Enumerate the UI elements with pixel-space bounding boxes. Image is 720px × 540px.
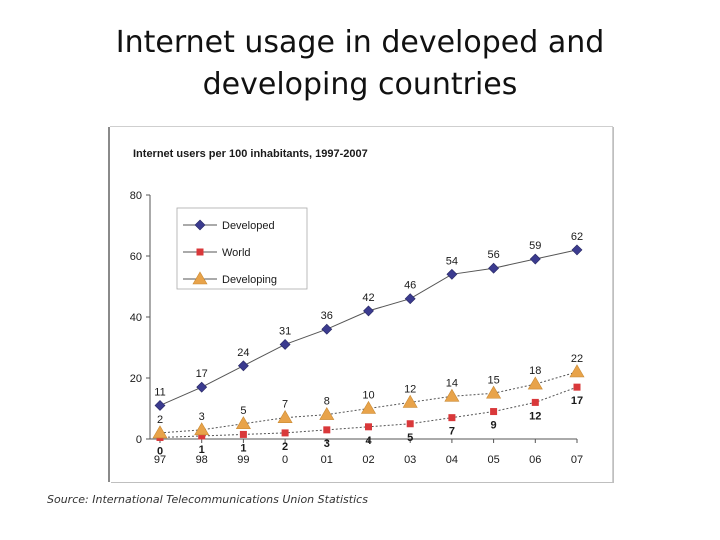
chart-title: Internet users per 100 inhabitants, 1997… [133, 148, 368, 160]
x-tick-label: 03 [404, 454, 416, 466]
data-label-developing: 8 [324, 396, 330, 408]
data-label-developed: 46 [404, 280, 416, 292]
data-label-developed: 11 [154, 386, 165, 398]
data-label-developing: 3 [199, 411, 205, 423]
x-tick-label: 07 [571, 454, 583, 466]
legend-marker [196, 248, 204, 256]
data-point-developed [571, 244, 583, 256]
data-label-developed: 31 [279, 325, 291, 337]
data-point-world [365, 423, 372, 431]
data-point-developing [235, 416, 251, 430]
data-label-developing: 5 [240, 405, 246, 417]
data-label-world: 0 [157, 445, 163, 457]
data-point-world [573, 383, 581, 391]
data-point-developing [527, 376, 543, 390]
x-tick-label: 98 [196, 454, 208, 466]
x-tick-label: 02 [362, 454, 374, 466]
x-tick-label: 99 [237, 454, 249, 466]
data-point-world [198, 432, 206, 440]
data-label-developing: 14 [446, 377, 458, 389]
data-point-developed [404, 293, 416, 305]
data-point-developed [196, 381, 208, 393]
y-tick-label: 80 [130, 190, 142, 202]
data-label-developing: 22 [571, 353, 583, 365]
data-label-developing: 12 [404, 383, 416, 395]
data-label-developed: 59 [529, 240, 541, 252]
data-point-developing [360, 400, 377, 414]
data-point-developing [444, 388, 460, 402]
data-label-developed: 62 [571, 231, 583, 243]
data-point-developed [237, 360, 249, 372]
legend-label: Developing [222, 274, 277, 286]
data-label-developed: 17 [196, 368, 208, 380]
data-point-developing [569, 364, 585, 378]
legend-marker [194, 219, 206, 231]
data-point-developed [446, 268, 458, 280]
data-point-developing [486, 385, 502, 399]
data-point-developing [277, 410, 293, 423]
data-point-developing [194, 422, 210, 436]
x-tick-label: 97 [154, 454, 166, 466]
x-tick-label: 06 [529, 454, 541, 466]
x-tick-label: 0 [282, 454, 288, 466]
data-point-world [239, 430, 247, 438]
data-label-developing: 7 [282, 399, 288, 411]
data-point-world [323, 426, 331, 434]
data-point-developed [488, 262, 500, 274]
data-point-developed [154, 400, 166, 411]
data-point-world [490, 408, 498, 416]
source-note: Source: International Telecommunications… [47, 493, 368, 506]
data-label-developing: 18 [529, 365, 541, 377]
slide-title: Internet usage in developed and developi… [0, 22, 720, 106]
data-label-developed: 42 [362, 292, 374, 304]
line-chart: Internet users per 100 inhabitants, 1997… [130, 148, 585, 466]
x-tick-label: 04 [446, 454, 458, 466]
data-label-developed: 36 [321, 310, 333, 322]
slide-title-line-1: Internet usage in developed and [115, 25, 605, 60]
legend-label: World [222, 247, 251, 259]
chart-frame: Internet users per 100 inhabitants, 1997… [108, 126, 613, 482]
series-line-developing [159, 371, 578, 434]
data-label-world: 1 [199, 444, 205, 456]
data-point-world [281, 429, 289, 437]
x-tick-label: 05 [487, 454, 499, 466]
data-point-world [406, 420, 414, 428]
y-tick-label: 40 [130, 312, 142, 324]
data-label-developing: 10 [362, 390, 374, 402]
legend-marker [192, 271, 208, 285]
data-point-developing [402, 394, 418, 408]
y-tick-label: 20 [130, 373, 142, 385]
data-label-developing: 15 [487, 374, 499, 386]
data-label-world: 3 [324, 438, 330, 450]
data-label-world: 2 [282, 441, 288, 453]
data-label-world: 1 [240, 442, 246, 454]
slide-title-line-2: developing countries [202, 67, 518, 102]
data-point-world [531, 398, 539, 406]
y-tick-label: 60 [130, 251, 142, 263]
data-point-developed [363, 305, 374, 317]
data-label-world: 9 [491, 420, 497, 432]
data-label-world: 5 [407, 432, 413, 444]
data-label-developed: 54 [446, 255, 458, 267]
data-label-developing: 2 [157, 414, 163, 426]
data-point-world [448, 414, 456, 422]
x-tick-label: 01 [321, 454, 333, 466]
data-label-developed: 56 [487, 249, 499, 261]
data-label-developed: 24 [237, 347, 249, 359]
data-label-world: 7 [449, 426, 455, 438]
data-point-developing [319, 407, 335, 420]
data-point-developed [279, 339, 291, 350]
data-label-world: 4 [365, 435, 372, 447]
legend-label: Developed [222, 220, 275, 232]
y-tick-label: 0 [136, 434, 142, 446]
data-point-developed [529, 253, 541, 265]
data-label-world: 17 [571, 395, 583, 407]
data-label-world: 12 [529, 410, 541, 422]
data-point-developing [152, 425, 168, 439]
data-point-developed [321, 323, 333, 335]
